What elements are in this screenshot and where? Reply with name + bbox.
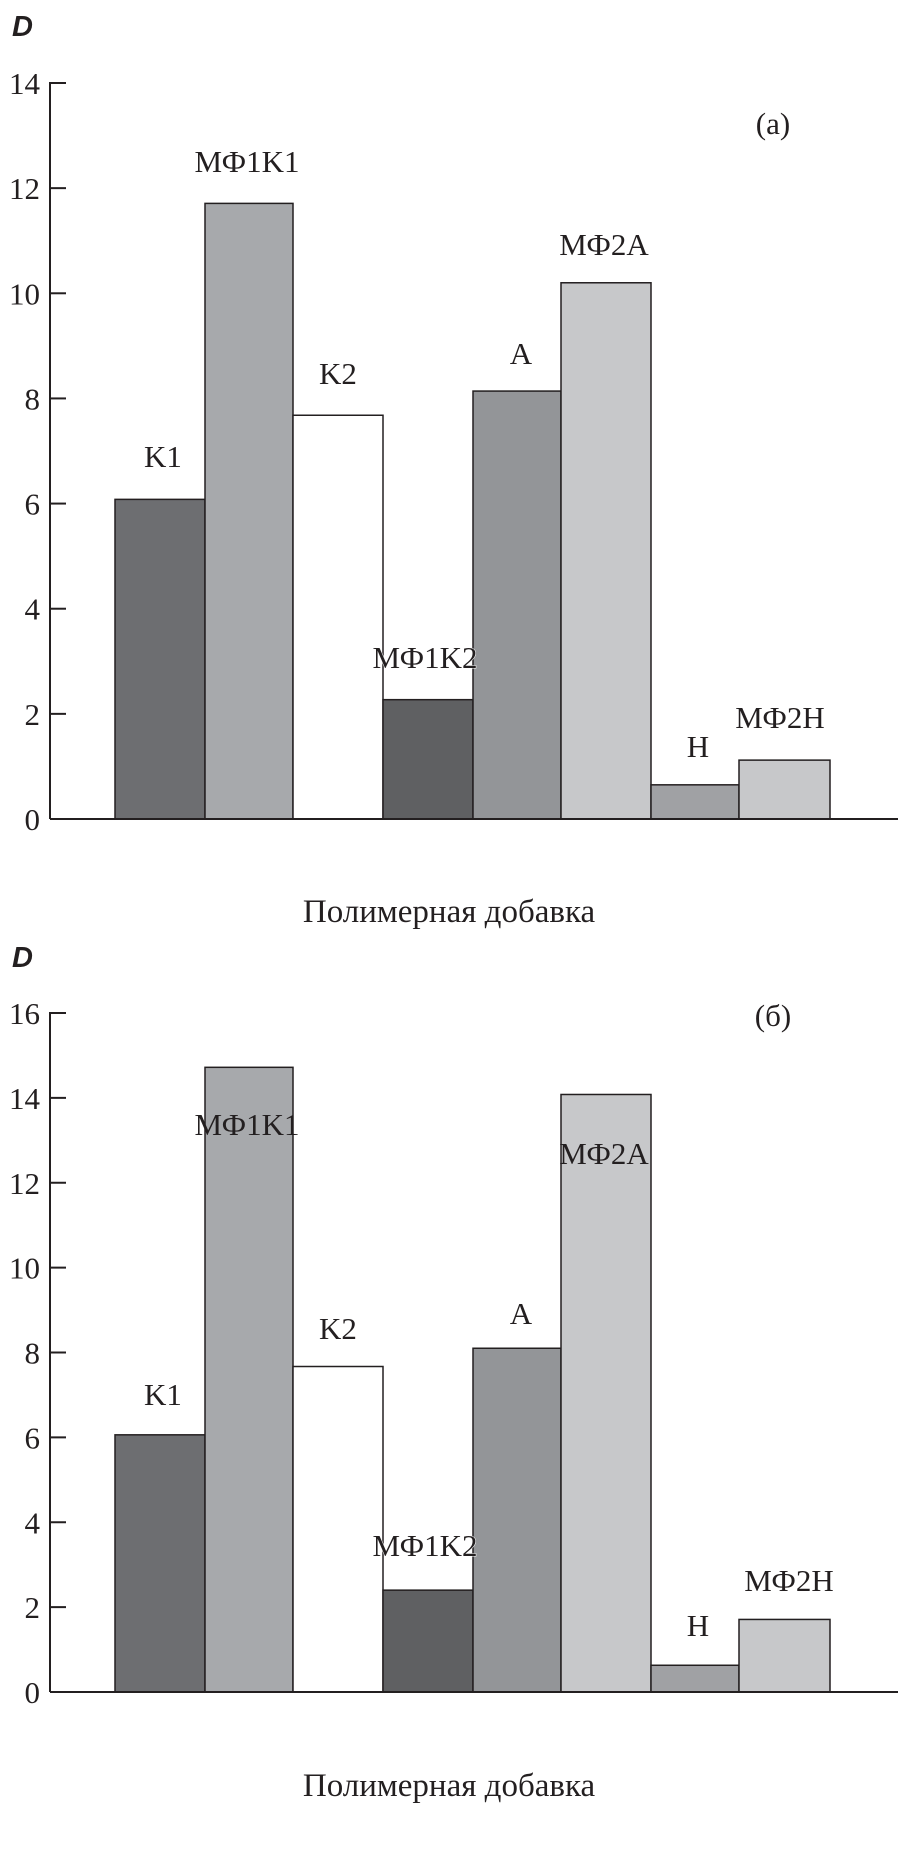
bar-label: МФ2A: [559, 227, 649, 262]
bar-МФ2A: [560, 1093, 652, 1693]
y-tick-label: 0: [25, 1675, 41, 1710]
bar-K2: [292, 414, 384, 820]
bar-label: МФ2H: [735, 700, 825, 735]
y-tick-label: 12: [9, 1166, 40, 1201]
bar-A: [472, 390, 562, 820]
bar-МФ2H: [738, 759, 831, 820]
bar-МФ1K1: [204, 202, 294, 820]
y-tick-label: 0: [25, 802, 41, 837]
bar-МФ2A: [560, 282, 652, 820]
y-tick-label: 4: [25, 592, 41, 627]
bar-K2: [292, 1365, 384, 1693]
chart-a: D (a) Полимерная добавка 0 2 4 6 8 10 12 14 K1 МФ…: [9, 11, 898, 930]
y-tick-label: 14: [9, 1081, 41, 1116]
y-tick-label: 8: [25, 1336, 41, 1371]
bar-K1: [114, 498, 206, 820]
y-tick-label: 2: [25, 697, 41, 732]
bar-label: K2: [319, 1311, 357, 1346]
bar-label: K2: [319, 356, 357, 391]
bar-H: [650, 784, 740, 820]
bar-МФ1K2: [382, 698, 474, 820]
bar-label: H: [687, 1608, 709, 1643]
x-axis-label: Полимерная добавка: [303, 1768, 596, 1804]
bar-label: МФ1K1: [194, 1107, 299, 1142]
y-tick-label: 12: [9, 171, 40, 206]
x-axis-label: Полимерная добавка: [303, 894, 596, 930]
bar-label: МФ1K2: [372, 640, 477, 675]
y-tick-label: 4: [25, 1505, 41, 1540]
bar-K1: [114, 1434, 206, 1693]
bar-label: K1: [144, 439, 182, 474]
panel-label: (б): [755, 998, 791, 1033]
y-tick-label: 2: [25, 1590, 41, 1625]
bar-label: A: [510, 336, 533, 371]
bar-label: МФ1K1: [194, 144, 299, 179]
y-tick-label: 14: [9, 66, 41, 101]
bar-H: [650, 1664, 740, 1693]
bar-МФ1K1: [204, 1066, 294, 1693]
y-tick-label: 6: [25, 487, 41, 522]
bar-label: H: [687, 729, 709, 764]
bar-A: [472, 1347, 562, 1693]
panel-label: (a): [756, 106, 790, 141]
bar-label: K1: [144, 1377, 182, 1412]
y-tick-label: 10: [9, 1251, 40, 1286]
bar-label: МФ2H: [744, 1563, 834, 1598]
bar-label: МФ1K2: [372, 1528, 477, 1563]
bar-label: МФ2A: [559, 1136, 649, 1171]
y-tick-label: 10: [9, 276, 40, 311]
y-tick-label: 16: [9, 996, 40, 1031]
chart-b: D (б) Полимерная добавка 0 2 4 6 8 10 12 14 16 K1…: [9, 942, 898, 1804]
y-tick-label: 8: [25, 381, 41, 416]
y-axis-label: D: [12, 11, 33, 43]
bar-label: A: [510, 1296, 533, 1331]
y-axis-label: D: [12, 942, 33, 974]
y-tick-label: 6: [25, 1420, 41, 1455]
bar-МФ2H: [738, 1618, 831, 1693]
bar-МФ1K2: [382, 1589, 474, 1693]
